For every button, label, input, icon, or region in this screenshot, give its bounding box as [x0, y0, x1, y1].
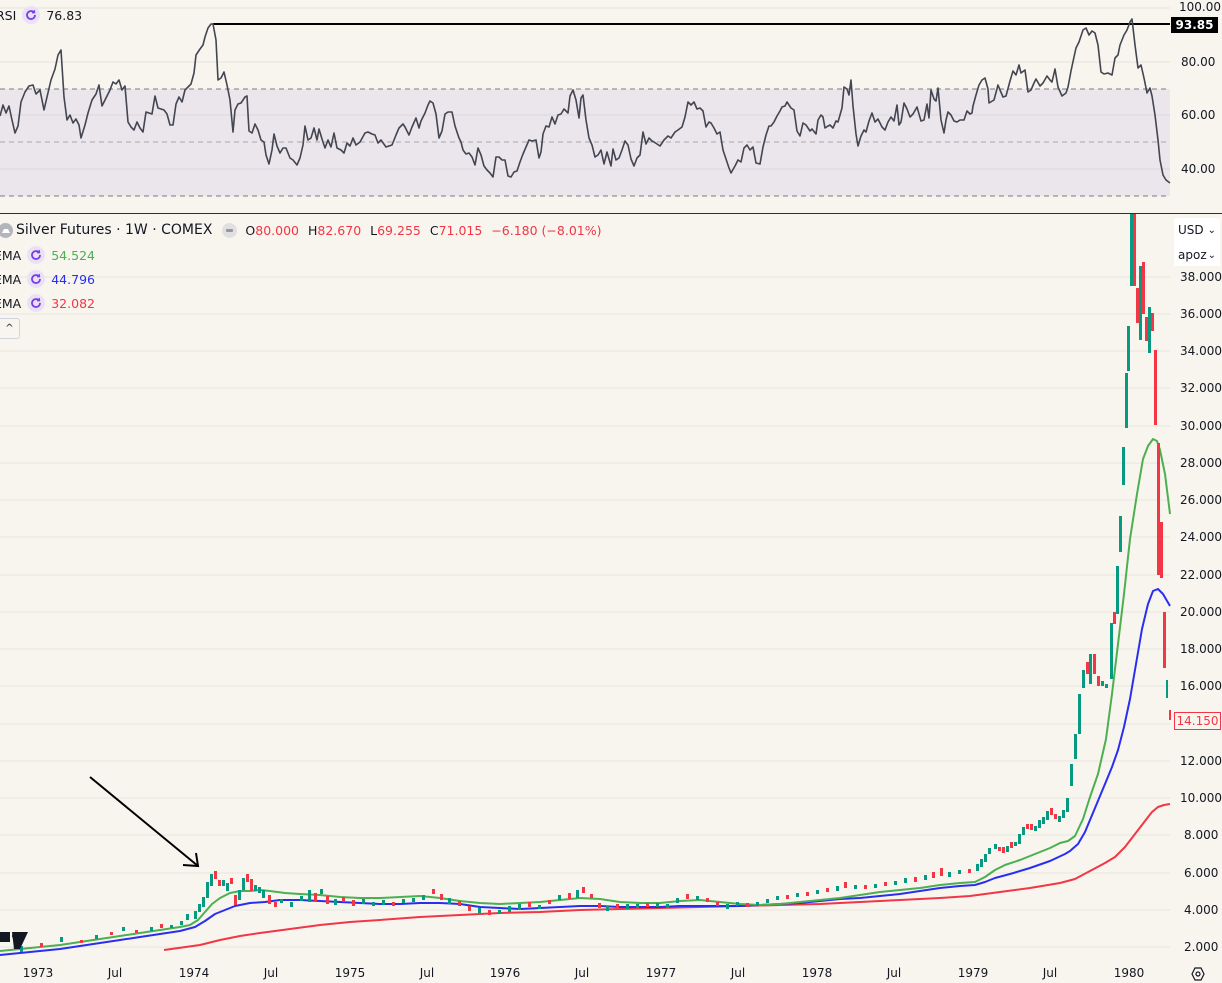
price-axis-tick: 12.000: [1180, 754, 1222, 768]
price-axis-tick: 30.000: [1180, 419, 1222, 433]
time-axis-label: Jul: [730, 966, 746, 980]
collapse-legend-button[interactable]: ^: [0, 318, 20, 339]
chevron-down-icon: ⌄: [1207, 249, 1216, 261]
time-axis-label: Jul: [886, 966, 902, 980]
refresh-cycle-icon[interactable]: [22, 6, 41, 24]
time-axis-label: Jul: [419, 966, 435, 980]
price-axis-tick: 20.000: [1180, 605, 1222, 619]
chevron-down-icon: ⌄: [1207, 224, 1216, 236]
open-value: 80.000: [255, 222, 300, 238]
price-axis-tick: 36.000: [1180, 307, 1222, 321]
close-value: 71.015: [438, 222, 483, 238]
settings-hexagon-icon: [1191, 967, 1205, 981]
rsi-pane[interactable]: RSI 76.83 100.00 80.00 60.00 40.00 93.85: [0, 0, 1222, 213]
price-axis-tick: 6.000: [1184, 866, 1219, 880]
high-value: 82.670: [317, 222, 362, 238]
rsi-level-badge: 93.85: [1171, 17, 1218, 33]
price-axis-tick: 38.000: [1180, 270, 1222, 284]
ema-legend-1[interactable]: EMA 54.524: [0, 246, 95, 264]
time-axis-label: 1977: [645, 966, 677, 980]
last-price-badge: 14.150: [1174, 712, 1221, 730]
market-status-icon[interactable]: [222, 222, 238, 238]
refresh-cycle-icon[interactable]: [27, 246, 46, 264]
symbol-logo-icon: [0, 222, 13, 238]
time-axis-label: Jul: [574, 966, 590, 980]
time-axis-label: 1975: [334, 966, 366, 980]
rsi-axis-tick: 60.00: [1181, 108, 1216, 122]
time-axis-label: Jul: [263, 966, 279, 980]
annotation-arrow: [89, 776, 200, 868]
price-axis-tick: 28.000: [1180, 456, 1222, 470]
ema-legend-2[interactable]: EMA 44.796: [0, 270, 95, 288]
price-axis-tick: 18.000: [1180, 642, 1222, 656]
time-axis-label: 1976: [489, 966, 521, 980]
ema-name: EMA: [0, 271, 22, 287]
tradingview-logo-icon: [0, 932, 28, 949]
ema-value: 32.082: [51, 295, 95, 311]
chevron-up-icon: ^: [5, 323, 14, 334]
price-axis-tick: 22.000: [1180, 568, 1222, 582]
time-axis-label: 1978: [801, 966, 833, 980]
ohlc-values: O80.000 H82.670 L69.255 C71.015 −6.180 (…: [245, 222, 602, 238]
price-axis-tick: 2.000: [1184, 940, 1219, 954]
price-axis-tick: 26.000: [1180, 493, 1222, 507]
ema-name: EMA: [0, 247, 22, 263]
chart-settings-button[interactable]: [1188, 965, 1208, 983]
symbol-legend[interactable]: Silver Futures · 1W · COMEX O80.000 H82.…: [0, 222, 606, 238]
symbol-title[interactable]: Silver Futures · 1W · COMEX: [16, 222, 213, 238]
refresh-cycle-icon[interactable]: [27, 270, 46, 288]
time-axis-label: 1974: [178, 966, 210, 980]
rsi-plot[interactable]: [0, 0, 1222, 213]
time-axis-label: Jul: [107, 966, 123, 980]
scale-select[interactable]: apoz ⌄: [1174, 244, 1220, 266]
rsi-legend[interactable]: RSI 76.83: [0, 6, 82, 24]
price-axis-tick: 24.000: [1180, 530, 1222, 544]
price-axis-tick: 10.000: [1180, 791, 1222, 805]
time-axis-label: 1980: [1113, 966, 1145, 980]
refresh-cycle-icon[interactable]: [27, 294, 46, 312]
ema-value: 44.796: [51, 271, 95, 287]
price-axis-tick: 34.000: [1180, 344, 1222, 358]
ema-legend-3[interactable]: EMA 32.082: [0, 294, 95, 312]
rsi-axis-tick: 100.00: [1179, 0, 1221, 14]
price-axis-tick: 32.000: [1180, 381, 1222, 395]
rsi-axis-tick: 40.00: [1181, 162, 1216, 176]
main-price-pane[interactable]: Silver Futures · 1W · COMEX O80.000 H82.…: [0, 214, 1222, 983]
pane-divider[interactable]: [0, 213, 1222, 214]
time-axis-label: Jul: [1042, 966, 1058, 980]
price-axis-tick: 8.000: [1184, 828, 1219, 842]
ema-value: 54.524: [51, 247, 95, 263]
price-axis-tick: 16.000: [1180, 679, 1222, 693]
low-value: 69.255: [377, 222, 421, 238]
price-plot[interactable]: [0, 214, 1222, 983]
time-axis-label: 1979: [957, 966, 989, 980]
ema-name: EMA: [0, 295, 22, 311]
price-axis-tick: 4.000: [1184, 903, 1219, 917]
change-value: −6.180 (−8.01%): [491, 222, 602, 238]
currency-select[interactable]: USD ⌄: [1174, 219, 1220, 241]
rsi-indicator-name: RSI: [0, 7, 17, 23]
rsi-axis-tick: 80.00: [1181, 55, 1216, 69]
rsi-value: 76.83: [46, 7, 83, 23]
time-axis-label: 1973: [22, 966, 54, 980]
